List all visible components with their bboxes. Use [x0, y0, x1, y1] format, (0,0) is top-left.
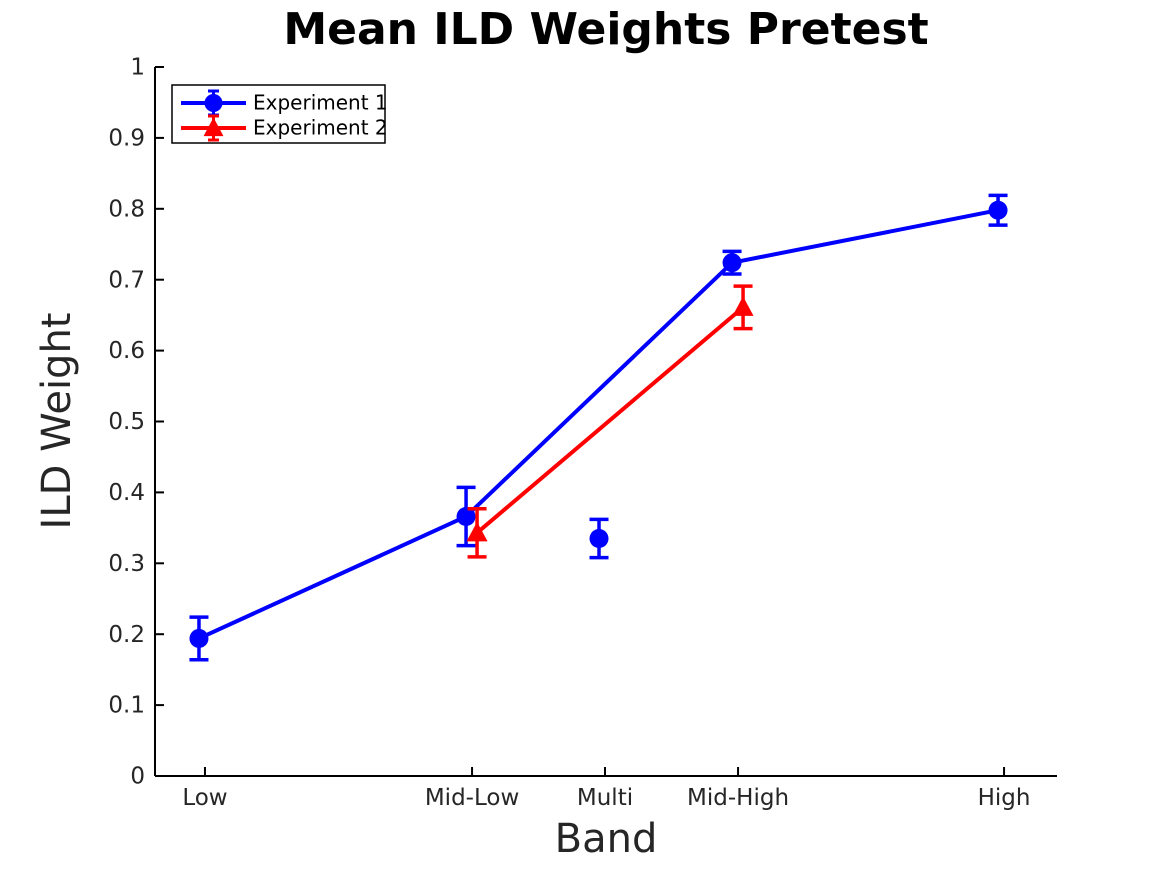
- legend-marker-experiment-2: [203, 117, 224, 137]
- x-tick-label-low: Low: [182, 785, 227, 811]
- legend-sample-experiment-2: [181, 114, 246, 142]
- y-tick-label-0.7: 0.7: [108, 267, 145, 293]
- y-tick-label-0.6: 0.6: [108, 338, 145, 364]
- marker-experiment-2-mid-high: [732, 296, 754, 316]
- legend: Experiment 1 Experiment 2: [171, 84, 388, 144]
- y-tick-label-0: 0: [130, 764, 145, 790]
- data-series-layer: [189, 193, 1008, 662]
- x-tick-label-high: High: [978, 785, 1031, 811]
- y-tick-label-0.5: 0.5: [108, 409, 145, 435]
- y-tick-label-0.1: 0.1: [108, 693, 145, 719]
- marker-experiment-1-high: [988, 200, 1008, 220]
- legend-label-experiment-2: Experiment 2: [253, 116, 388, 140]
- marker-experiment-1-low: [189, 628, 209, 648]
- marker-experiment-1-mid-high: [722, 253, 742, 273]
- series-experiment-2: [466, 284, 754, 559]
- x-tick-label-mid-high: Mid-High: [687, 785, 789, 811]
- y-axis-label: ILD Weight: [34, 313, 80, 530]
- marker-experiment-1-mid-low: [456, 507, 476, 527]
- y-axis-ticks: 0 0.1 0.2 0.3 0.4 0.5 0.6 0.7 0.8 0.9 1: [108, 55, 164, 790]
- y-tick-label-0.2: 0.2: [108, 622, 145, 648]
- y-tick-label-0.8: 0.8: [108, 196, 145, 222]
- marker-experiment-2-mid-low: [466, 521, 488, 542]
- series-experiment-1: [189, 193, 1008, 662]
- chart-title: Mean ILD Weights Pretest: [283, 4, 928, 55]
- legend-label-experiment-1: Experiment 1: [253, 91, 388, 115]
- y-tick-label-0.9: 0.9: [108, 125, 145, 151]
- legend-marker-experiment-1: [204, 93, 223, 113]
- x-tick-label-multi: Multi: [577, 785, 633, 811]
- y-tick-label-0.3: 0.3: [108, 551, 145, 577]
- marker-experiment-1-multi: [589, 528, 609, 548]
- x-axis-ticks: Low Mid-Low Multi Mid-High High: [182, 767, 1030, 811]
- series-line-experiment-2: [475, 305, 745, 535]
- series-line-experiment-1: [198, 208, 999, 641]
- y-tick-label-1: 1: [130, 55, 145, 81]
- x-axis-label: Band: [555, 816, 658, 862]
- y-tick-label-0.4: 0.4: [108, 480, 145, 506]
- x-tick-label-mid-low: Mid-Low: [425, 785, 519, 811]
